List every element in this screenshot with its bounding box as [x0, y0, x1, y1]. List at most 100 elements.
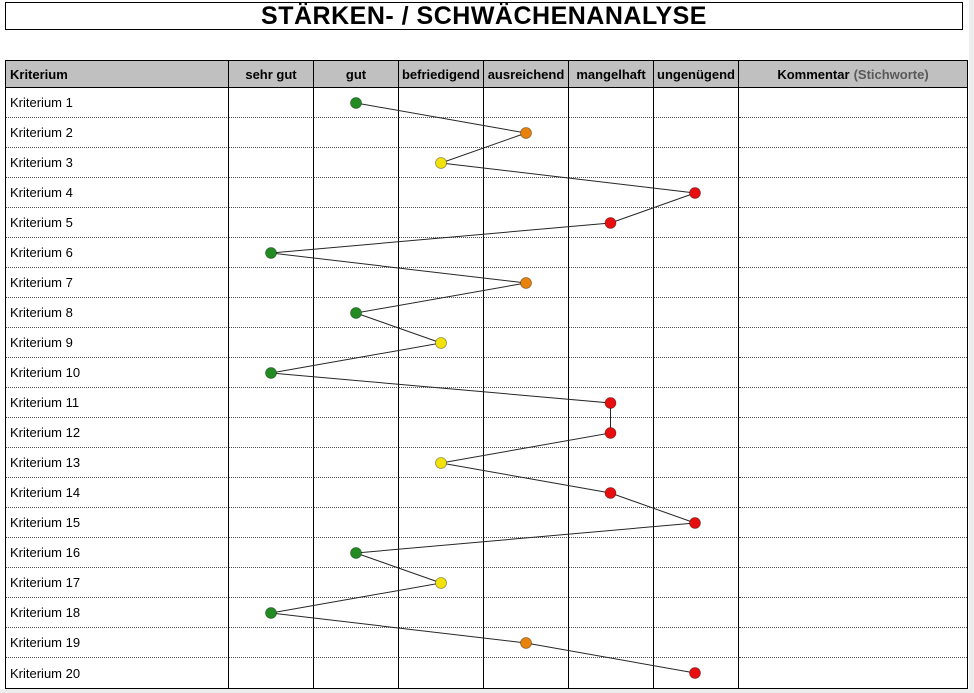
rating-cell[interactable]	[229, 298, 314, 328]
rating-cell[interactable]	[569, 208, 654, 238]
comment-cell[interactable]	[739, 598, 967, 628]
rating-cell[interactable]	[654, 88, 739, 118]
comment-cell[interactable]	[739, 88, 967, 118]
rating-cell[interactable]	[229, 448, 314, 478]
rating-cell[interactable]	[314, 298, 399, 328]
rating-cell[interactable]	[654, 658, 739, 688]
rating-cell[interactable]	[654, 328, 739, 358]
rating-cell[interactable]	[399, 88, 484, 118]
comment-cell[interactable]	[739, 538, 967, 568]
rating-cell[interactable]	[314, 658, 399, 688]
rating-cell[interactable]	[399, 268, 484, 298]
rating-cell[interactable]	[569, 238, 654, 268]
rating-cell[interactable]	[484, 658, 569, 688]
rating-cell[interactable]	[314, 148, 399, 178]
rating-cell[interactable]	[399, 118, 484, 148]
comment-cell[interactable]	[739, 298, 967, 328]
rating-cell[interactable]	[569, 568, 654, 598]
rating-cell[interactable]	[229, 358, 314, 388]
rating-cell[interactable]	[314, 508, 399, 538]
rating-cell[interactable]	[654, 118, 739, 148]
rating-cell[interactable]	[314, 268, 399, 298]
rating-cell[interactable]	[314, 388, 399, 418]
comment-cell[interactable]	[739, 658, 967, 688]
rating-cell[interactable]	[314, 568, 399, 598]
rating-cell[interactable]	[399, 538, 484, 568]
rating-cell[interactable]	[484, 358, 569, 388]
rating-cell[interactable]	[569, 298, 654, 328]
rating-cell[interactable]	[229, 478, 314, 508]
comment-cell[interactable]	[739, 268, 967, 298]
rating-cell[interactable]	[229, 508, 314, 538]
rating-cell[interactable]	[484, 238, 569, 268]
rating-cell[interactable]	[484, 478, 569, 508]
rating-cell[interactable]	[229, 328, 314, 358]
rating-cell[interactable]	[229, 88, 314, 118]
rating-cell[interactable]	[484, 328, 569, 358]
rating-cell[interactable]	[399, 418, 484, 448]
rating-cell[interactable]	[484, 178, 569, 208]
comment-cell[interactable]	[739, 118, 967, 148]
rating-cell[interactable]	[569, 598, 654, 628]
rating-cell[interactable]	[399, 388, 484, 418]
rating-cell[interactable]	[314, 418, 399, 448]
rating-cell[interactable]	[654, 628, 739, 658]
rating-cell[interactable]	[229, 148, 314, 178]
rating-cell[interactable]	[399, 178, 484, 208]
comment-cell[interactable]	[739, 328, 967, 358]
rating-cell[interactable]	[399, 208, 484, 238]
rating-cell[interactable]	[654, 238, 739, 268]
rating-cell[interactable]	[399, 598, 484, 628]
rating-cell[interactable]	[484, 418, 569, 448]
comment-cell[interactable]	[739, 418, 967, 448]
rating-cell[interactable]	[569, 328, 654, 358]
rating-cell[interactable]	[399, 478, 484, 508]
rating-cell[interactable]	[229, 598, 314, 628]
rating-cell[interactable]	[314, 178, 399, 208]
comment-cell[interactable]	[739, 628, 967, 658]
rating-cell[interactable]	[229, 418, 314, 448]
rating-cell[interactable]	[399, 148, 484, 178]
rating-cell[interactable]	[229, 118, 314, 148]
rating-cell[interactable]	[569, 418, 654, 448]
rating-cell[interactable]	[399, 358, 484, 388]
comment-cell[interactable]	[739, 448, 967, 478]
comment-cell[interactable]	[739, 478, 967, 508]
comment-cell[interactable]	[739, 508, 967, 538]
comment-cell[interactable]	[739, 208, 967, 238]
rating-cell[interactable]	[314, 328, 399, 358]
rating-cell[interactable]	[314, 238, 399, 268]
comment-cell[interactable]	[739, 568, 967, 598]
comment-cell[interactable]	[739, 238, 967, 268]
rating-cell[interactable]	[569, 658, 654, 688]
comment-cell[interactable]	[739, 358, 967, 388]
rating-cell[interactable]	[399, 508, 484, 538]
rating-cell[interactable]	[484, 268, 569, 298]
rating-cell[interactable]	[314, 628, 399, 658]
rating-cell[interactable]	[229, 178, 314, 208]
rating-cell[interactable]	[314, 598, 399, 628]
rating-cell[interactable]	[484, 598, 569, 628]
rating-cell[interactable]	[654, 298, 739, 328]
rating-cell[interactable]	[569, 508, 654, 538]
rating-cell[interactable]	[654, 538, 739, 568]
rating-cell[interactable]	[569, 538, 654, 568]
rating-cell[interactable]	[654, 478, 739, 508]
rating-cell[interactable]	[314, 448, 399, 478]
rating-cell[interactable]	[484, 508, 569, 538]
rating-cell[interactable]	[654, 178, 739, 208]
rating-cell[interactable]	[484, 88, 569, 118]
rating-cell[interactable]	[654, 268, 739, 298]
rating-cell[interactable]	[569, 478, 654, 508]
rating-cell[interactable]	[229, 658, 314, 688]
rating-cell[interactable]	[229, 538, 314, 568]
rating-cell[interactable]	[654, 568, 739, 598]
rating-cell[interactable]	[399, 658, 484, 688]
rating-cell[interactable]	[569, 88, 654, 118]
rating-cell[interactable]	[484, 118, 569, 148]
rating-cell[interactable]	[229, 628, 314, 658]
rating-cell[interactable]	[229, 268, 314, 298]
rating-cell[interactable]	[484, 538, 569, 568]
rating-cell[interactable]	[654, 448, 739, 478]
rating-cell[interactable]	[399, 448, 484, 478]
